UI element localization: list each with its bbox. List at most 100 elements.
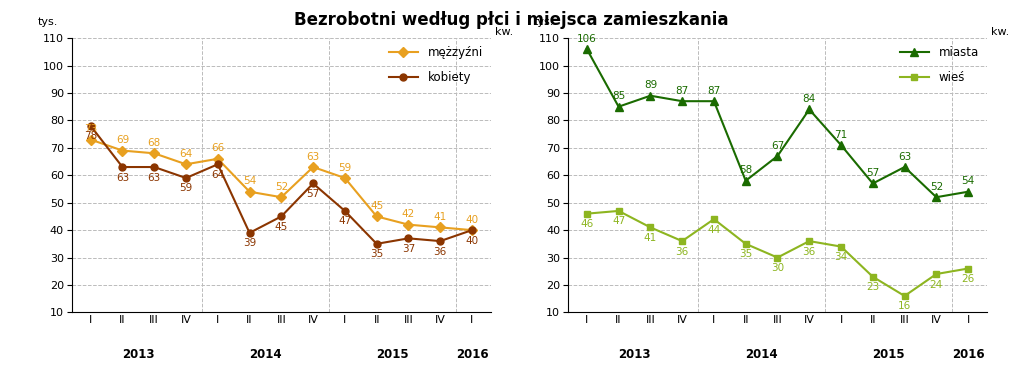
Text: 63: 63 [116, 173, 129, 182]
Text: 64: 64 [179, 149, 192, 159]
Text: 34: 34 [835, 252, 848, 262]
mężzyźni [434, 225, 446, 230]
Text: 41: 41 [434, 212, 447, 222]
Text: 35: 35 [739, 249, 752, 259]
kobiety [148, 165, 161, 169]
wieś [613, 209, 625, 213]
wieś [803, 239, 815, 243]
mężzyźni [85, 137, 97, 142]
miasta [866, 181, 879, 186]
Text: 26: 26 [962, 274, 975, 284]
Text: 57: 57 [307, 189, 320, 199]
miasta [613, 104, 625, 109]
Text: 2013: 2013 [618, 348, 651, 361]
Text: 47: 47 [339, 216, 352, 226]
Text: 41: 41 [643, 233, 657, 243]
kobiety [85, 123, 97, 128]
Text: kw.: kw. [495, 27, 514, 37]
Text: 35: 35 [370, 249, 384, 259]
Text: 40: 40 [465, 215, 479, 225]
Text: 59: 59 [339, 163, 352, 173]
Text: 54: 54 [962, 176, 975, 186]
Text: Bezrobotni według płci i miejsca zamieszkania: Bezrobotni według płci i miejsca zamiesz… [295, 11, 728, 29]
Text: 2015: 2015 [873, 348, 905, 361]
Text: 87: 87 [675, 86, 688, 96]
miasta [930, 195, 942, 200]
Text: 71: 71 [835, 130, 848, 139]
Text: 57: 57 [866, 168, 880, 178]
miasta [835, 143, 847, 147]
Text: 69: 69 [116, 135, 129, 145]
miasta [708, 99, 720, 104]
Text: 2013: 2013 [122, 348, 154, 361]
Text: 68: 68 [147, 138, 161, 148]
Text: 89: 89 [643, 80, 657, 90]
Text: 85: 85 [612, 91, 625, 101]
Text: 2014: 2014 [746, 348, 777, 361]
mężzyźni [339, 176, 351, 180]
Text: 84: 84 [803, 94, 816, 104]
wieś [771, 255, 784, 260]
miasta [740, 178, 752, 183]
miasta [803, 107, 815, 112]
Text: 45: 45 [370, 201, 384, 211]
Text: 47: 47 [612, 216, 625, 226]
wieś [898, 294, 910, 298]
Text: 52: 52 [275, 182, 287, 192]
Text: 59: 59 [179, 184, 192, 194]
miasta [962, 189, 974, 194]
Text: 66: 66 [211, 143, 224, 153]
Text: 24: 24 [930, 280, 943, 290]
mężzyźni [243, 189, 256, 194]
Text: 44: 44 [707, 225, 720, 235]
wieś [708, 217, 720, 221]
Text: 63: 63 [147, 173, 161, 182]
Text: tys.: tys. [38, 17, 58, 27]
Text: 67: 67 [771, 141, 784, 150]
kobiety [402, 236, 414, 241]
kobiety [212, 162, 224, 166]
Text: 45: 45 [275, 222, 287, 232]
Text: 2016: 2016 [455, 348, 488, 361]
Text: 30: 30 [771, 263, 784, 273]
Text: 23: 23 [866, 282, 880, 292]
kobiety [434, 239, 446, 243]
Text: 87: 87 [707, 86, 720, 96]
miasta [771, 154, 784, 158]
wieś [930, 272, 942, 276]
wieś [835, 244, 847, 249]
miasta [644, 93, 657, 98]
Legend: miasta, wieś: miasta, wieś [895, 42, 984, 89]
miasta [676, 99, 688, 104]
Text: 42: 42 [402, 209, 415, 219]
wieś [866, 274, 879, 279]
Text: 37: 37 [402, 244, 415, 254]
kobiety [180, 176, 192, 180]
miasta [581, 47, 593, 51]
kobiety [465, 228, 478, 232]
Text: 36: 36 [803, 247, 816, 256]
mężzyźni [370, 214, 383, 219]
Text: 78: 78 [84, 131, 97, 141]
Line: kobiety: kobiety [87, 122, 476, 247]
wieś [581, 211, 593, 216]
miasta [898, 165, 910, 169]
Text: 52: 52 [930, 182, 943, 192]
kobiety [370, 242, 383, 246]
Line: wieś: wieś [583, 207, 972, 299]
mężzyźni [275, 195, 287, 200]
Text: 39: 39 [242, 239, 256, 248]
Text: tys.: tys. [534, 17, 554, 27]
wieś [740, 242, 752, 246]
Text: 63: 63 [898, 152, 911, 162]
mężzyźni [117, 148, 129, 153]
mężzyźni [148, 151, 161, 155]
Legend: mężzyźni, kobiety: mężzyźni, kobiety [384, 42, 488, 89]
Text: 36: 36 [434, 247, 447, 256]
Line: mężzyźni: mężzyźni [87, 136, 476, 234]
mężzyźni [465, 228, 478, 232]
mężzyźni [180, 162, 192, 166]
Text: 46: 46 [580, 219, 593, 229]
Text: 2016: 2016 [951, 348, 984, 361]
kobiety [117, 165, 129, 169]
